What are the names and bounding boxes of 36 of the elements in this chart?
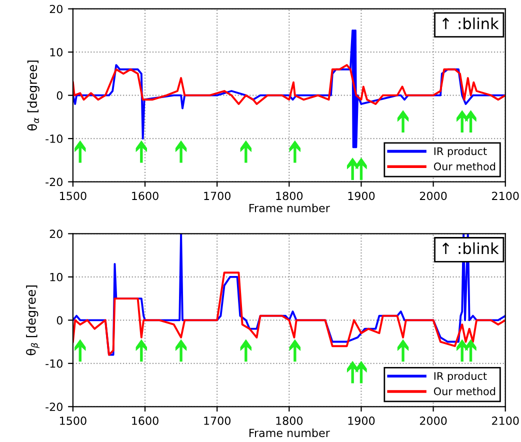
legend-label: Our method bbox=[434, 387, 496, 396]
x-tick-label: 2000 bbox=[420, 416, 447, 425]
y-tick-label: 10 bbox=[50, 272, 62, 282]
x-tick-label: 1700 bbox=[204, 416, 230, 425]
x-tick-label: 1900 bbox=[348, 416, 375, 425]
x-tick-label: 1800 bbox=[276, 192, 303, 200]
x-tick-label: 2100 bbox=[492, 416, 519, 425]
legend-label: Our method bbox=[434, 162, 496, 170]
y-tick-label: 20 bbox=[50, 230, 62, 238]
y-tick-label: 0 bbox=[56, 316, 62, 325]
x-tick-label: 1600 bbox=[132, 416, 158, 425]
legend-label: IR product bbox=[434, 372, 487, 382]
y-tick-label: -10 bbox=[46, 359, 62, 368]
y-tick-label: -20 bbox=[46, 402, 62, 412]
x-tick-label: 2100 bbox=[492, 192, 519, 200]
x-axis-title: Frame number bbox=[249, 428, 330, 438]
x-tick-label: 1700 bbox=[204, 192, 230, 200]
x-tick-label: 1600 bbox=[132, 192, 158, 200]
legend-label: IR product bbox=[434, 147, 487, 158]
y-tick-label: -10 bbox=[46, 134, 62, 143]
annotation: ↑ :blink bbox=[442, 242, 499, 254]
line-series bbox=[72, 64, 506, 105]
x-tick-label: 1500 bbox=[60, 416, 86, 425]
y-axis-title: θ$_{β}$ [degree] bbox=[26, 285, 40, 356]
line-series bbox=[72, 29, 506, 148]
y-axis-title: θ$_{α}$ [degree] bbox=[27, 60, 40, 131]
annotation: ↑ :blink bbox=[442, 17, 499, 30]
x-tick-label: 1500 bbox=[60, 192, 86, 200]
x-tick-label: 1900 bbox=[348, 192, 375, 200]
x-tick-label: 1800 bbox=[276, 416, 303, 425]
x-axis-title: Frame number bbox=[249, 204, 330, 212]
x-tick-label: 2000 bbox=[420, 192, 447, 200]
y-tick-label: 0 bbox=[56, 91, 62, 100]
y-tick-label: 20 bbox=[50, 4, 62, 14]
y-tick-label: 10 bbox=[50, 48, 62, 56]
y-tick-label: -20 bbox=[46, 178, 62, 186]
